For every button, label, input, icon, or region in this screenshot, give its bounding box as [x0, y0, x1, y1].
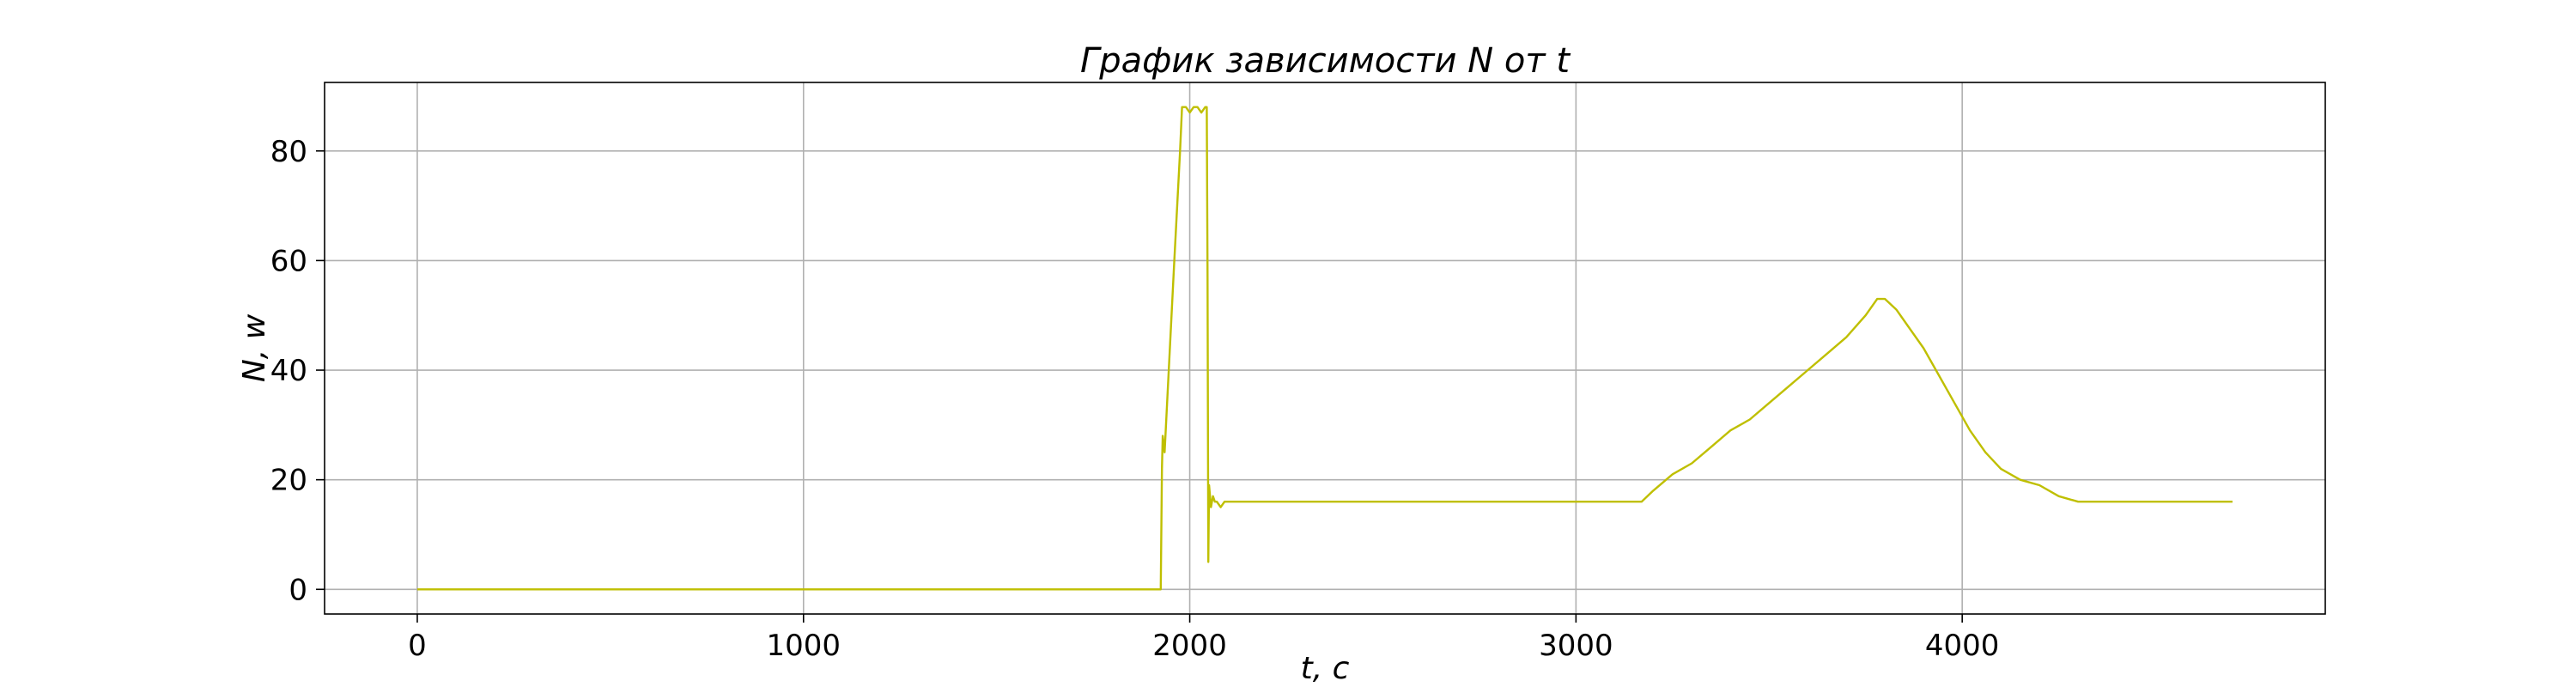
- grid-layer: [325, 82, 2325, 614]
- y-tick-label: 0: [289, 573, 307, 607]
- plot-frame: [324, 82, 2326, 615]
- x-tick-label: 3000: [1539, 629, 1613, 663]
- tick-layer: 0 1000 2000 3000 4000 0 20 40 60 80: [270, 135, 2000, 663]
- series-line: [417, 106, 2233, 591]
- y-tick-label: 80: [270, 135, 307, 169]
- x-axis-label: t, c: [1301, 651, 1350, 686]
- chart-title: График зависимости N от t: [1080, 41, 1571, 81]
- x-tick-label: 4000: [1925, 629, 2000, 663]
- y-tick-label: 60: [270, 244, 307, 278]
- x-tick-label: 2000: [1152, 629, 1227, 663]
- y-axis-label: N, w: [237, 313, 272, 382]
- x-tick-label: 1000: [766, 629, 841, 663]
- y-tick-label: 20: [270, 464, 307, 498]
- x-tick-label: 0: [408, 629, 427, 663]
- series-layer: [417, 106, 2233, 591]
- y-tick-label: 40: [270, 354, 307, 388]
